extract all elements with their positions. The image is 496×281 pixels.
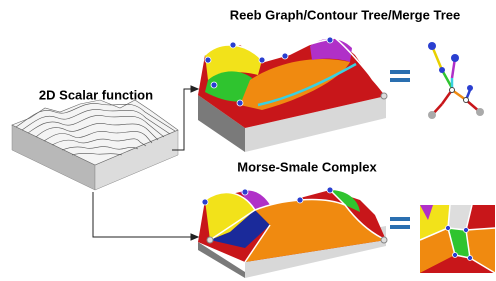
reeb-title: Reeb Graph/Contour Tree/Merge Tree xyxy=(230,7,460,22)
morse-title: Morse-Smale Complex xyxy=(237,159,377,174)
scalar-terrain xyxy=(12,100,178,190)
equals xyxy=(390,70,410,229)
morse-terrain xyxy=(198,187,387,278)
tree-graph xyxy=(428,42,484,119)
diagram: Reeb Graph/Contour Tree/Merge Tree 2D Sc… xyxy=(0,0,496,281)
morse-cells xyxy=(420,205,495,273)
scalar-label: 2D Scalar function xyxy=(39,87,153,102)
reeb-terrain xyxy=(198,37,387,152)
